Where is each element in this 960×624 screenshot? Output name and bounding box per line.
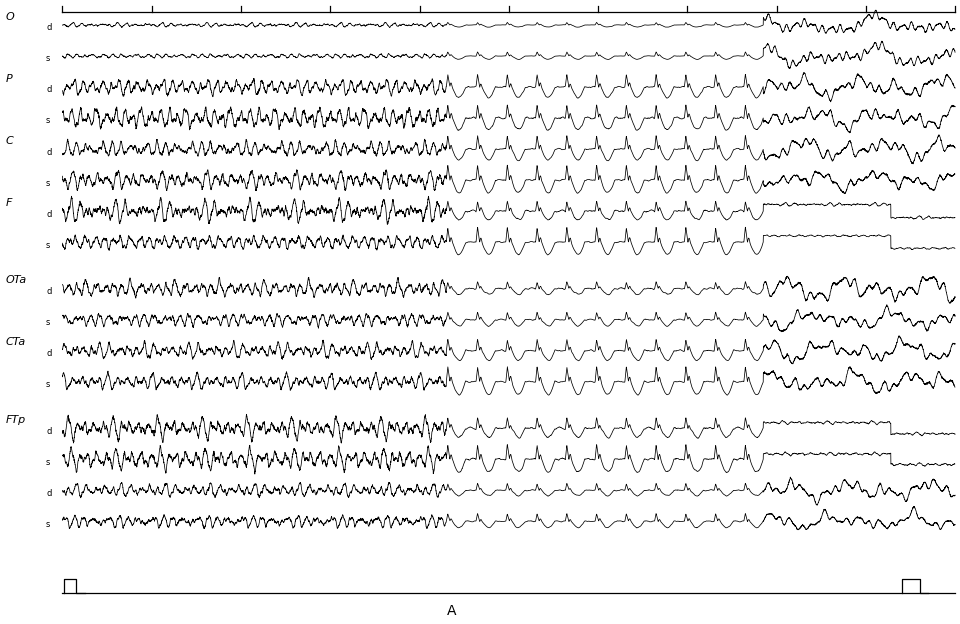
Text: s: s: [46, 457, 51, 467]
Text: C: C: [6, 136, 13, 146]
Text: s: s: [46, 117, 51, 125]
Text: s: s: [46, 178, 51, 188]
Text: d: d: [46, 287, 52, 296]
Text: s: s: [46, 520, 51, 529]
Text: P: P: [6, 74, 12, 84]
Text: d: d: [46, 489, 52, 498]
Text: CTa: CTa: [6, 338, 26, 348]
Text: s: s: [46, 318, 51, 327]
Text: d: d: [46, 210, 52, 218]
Text: d: d: [46, 24, 52, 32]
Text: s: s: [46, 241, 51, 250]
Text: A: A: [446, 604, 456, 618]
Text: FTp: FTp: [6, 415, 26, 425]
Text: OTa: OTa: [6, 275, 27, 285]
Text: d: d: [46, 85, 52, 94]
Text: F: F: [6, 198, 12, 208]
Text: d: d: [46, 349, 52, 358]
Text: s: s: [46, 54, 51, 64]
Text: s: s: [46, 380, 51, 389]
Text: O: O: [6, 12, 14, 22]
Text: d: d: [46, 147, 52, 157]
Text: d: d: [46, 427, 52, 436]
